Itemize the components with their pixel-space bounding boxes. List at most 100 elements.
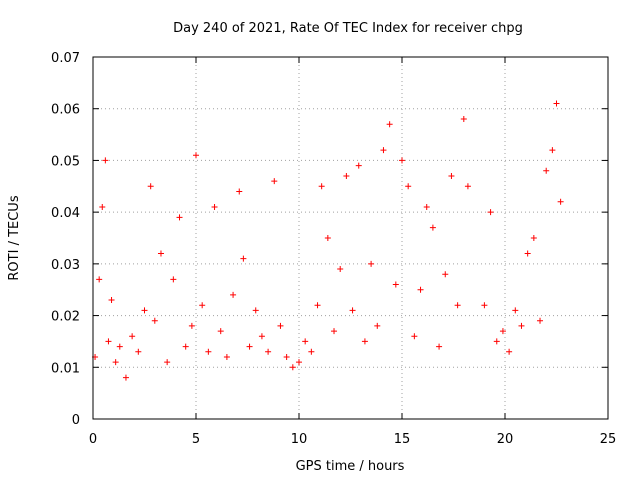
data-point <box>223 353 230 360</box>
data-point <box>537 317 544 324</box>
data-point <box>236 188 243 195</box>
data-point <box>355 162 362 169</box>
data-point <box>493 338 500 345</box>
data-point <box>105 338 112 345</box>
data-point <box>454 302 461 309</box>
data-point <box>265 348 272 355</box>
x-tick-label: 5 <box>192 432 200 447</box>
data-point <box>246 343 253 350</box>
data-point <box>524 250 531 257</box>
data-point <box>271 178 278 185</box>
y-tick-label: 0.05 <box>51 154 80 169</box>
data-point <box>361 338 368 345</box>
data-point <box>481 302 488 309</box>
data-point <box>417 286 424 293</box>
data-point <box>499 328 506 335</box>
data-point <box>429 224 436 231</box>
data-point <box>151 317 158 324</box>
data-point <box>122 374 129 381</box>
data-point <box>405 183 412 190</box>
data-point <box>436 343 443 350</box>
x-axis-label: GPS time / hours <box>296 459 405 474</box>
data-point <box>549 147 556 154</box>
data-point <box>296 359 302 366</box>
data-point <box>380 147 387 154</box>
data-point <box>176 214 183 221</box>
x-tick-label: 10 <box>291 432 308 447</box>
data-point <box>343 172 350 179</box>
data-point <box>193 152 199 159</box>
data-point <box>314 302 321 309</box>
data-point <box>386 121 393 128</box>
data-point <box>102 157 109 164</box>
x-tick-label: 0 <box>89 432 97 447</box>
data-point <box>112 359 119 366</box>
data-point <box>448 172 455 179</box>
data-point <box>188 322 195 329</box>
data-point <box>506 348 513 355</box>
data-point <box>423 203 430 210</box>
x-tick-label: 15 <box>394 432 411 447</box>
grid-lines <box>93 57 608 419</box>
y-tick-label: 0.06 <box>51 103 80 118</box>
data-point <box>164 359 171 366</box>
data-point <box>518 322 525 329</box>
y-tick-label: 0.07 <box>51 51 80 66</box>
data-point <box>205 348 212 355</box>
data-point <box>487 209 494 216</box>
data-point <box>392 281 399 288</box>
x-tick-labels: 0 5 10 15 20 25 <box>89 432 616 447</box>
data-point <box>99 203 106 210</box>
data-point <box>399 157 405 164</box>
data-point <box>230 291 237 298</box>
data-point <box>374 322 381 329</box>
data-point <box>217 328 224 335</box>
data-point <box>211 203 218 210</box>
data-point <box>368 260 375 267</box>
data-point <box>182 343 189 350</box>
data-point <box>543 167 550 174</box>
data-point <box>557 198 564 205</box>
data-point <box>147 183 154 190</box>
y-tick-label: 0.02 <box>51 310 80 325</box>
data-point <box>442 271 449 278</box>
plot-frame <box>92 56 609 420</box>
data-point <box>129 333 136 340</box>
data-point <box>349 307 356 314</box>
data-point <box>512 307 519 314</box>
data-point <box>553 100 560 107</box>
data-point <box>283 353 290 360</box>
data-point <box>141 307 148 314</box>
data-point <box>324 235 331 241</box>
data-point <box>240 255 247 262</box>
data-point <box>464 183 471 190</box>
y-tick-label: 0.01 <box>51 361 80 376</box>
chart-title: Day 240 of 2021, Rate Of TEC Index for r… <box>173 21 523 36</box>
data-point <box>96 276 103 283</box>
data-point <box>135 348 142 355</box>
data-point <box>460 116 467 123</box>
y-tick-label: 0 <box>72 413 80 428</box>
data-point <box>302 338 309 345</box>
axis-ticks <box>92 56 609 420</box>
y-tick-labels: 0 0.01 0.02 0.03 0.04 0.05 0.06 0.07 <box>51 51 80 428</box>
y-axis-label: ROTI / TECUs <box>7 195 22 280</box>
data-point <box>289 364 296 371</box>
data-point <box>277 322 284 329</box>
data-point <box>530 235 537 241</box>
data-points <box>92 100 564 381</box>
y-tick-label: 0.04 <box>51 206 80 221</box>
data-point <box>308 348 315 355</box>
data-point <box>170 276 177 283</box>
data-point <box>337 266 344 273</box>
data-point <box>411 333 418 340</box>
data-point <box>318 183 325 190</box>
y-tick-label: 0.03 <box>51 258 80 273</box>
data-point <box>157 250 164 257</box>
data-point <box>331 328 338 335</box>
data-point <box>199 302 206 309</box>
x-tick-label: 25 <box>600 432 617 447</box>
data-point <box>252 307 259 314</box>
x-tick-label: 20 <box>497 432 514 447</box>
